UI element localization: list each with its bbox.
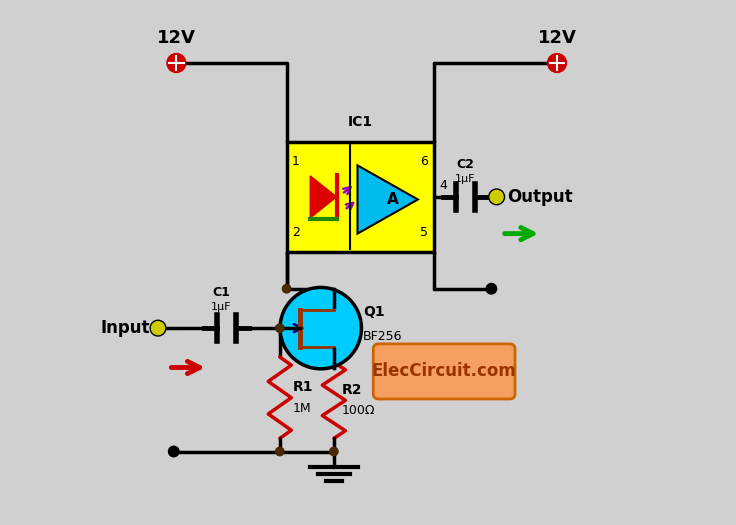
Text: C2: C2 [456,158,474,171]
Circle shape [275,324,284,332]
Polygon shape [311,176,336,218]
Circle shape [486,284,497,294]
Circle shape [169,446,179,457]
Text: 100Ω: 100Ω [342,404,375,417]
Circle shape [167,54,185,72]
Text: Output: Output [507,188,573,206]
Text: 12V: 12V [157,29,196,47]
Text: BF256: BF256 [363,330,403,342]
Text: ElecCircuit.com: ElecCircuit.com [372,362,517,380]
Text: A: A [387,192,399,207]
Text: 1μF: 1μF [455,174,475,184]
Circle shape [150,320,166,336]
Text: 5: 5 [420,226,428,239]
Circle shape [330,447,338,456]
Text: 1: 1 [292,155,300,168]
FancyBboxPatch shape [373,344,515,399]
Text: 4: 4 [439,178,447,192]
Circle shape [489,189,504,205]
Text: Q1: Q1 [363,306,384,319]
Text: IC1: IC1 [347,114,372,129]
Bar [286,142,434,252]
Circle shape [548,54,567,72]
Circle shape [275,447,284,456]
Polygon shape [358,165,418,234]
Text: 12V: 12V [537,29,576,47]
Ellipse shape [280,288,361,369]
Text: 1M: 1M [293,402,311,415]
Text: Input: Input [101,319,150,337]
Text: 1μF: 1μF [210,302,231,312]
Text: 6: 6 [420,155,428,168]
Text: R2: R2 [342,383,362,397]
Text: 2: 2 [292,226,300,239]
Circle shape [283,285,291,293]
Text: R1: R1 [293,380,314,394]
Text: C1: C1 [212,286,230,299]
